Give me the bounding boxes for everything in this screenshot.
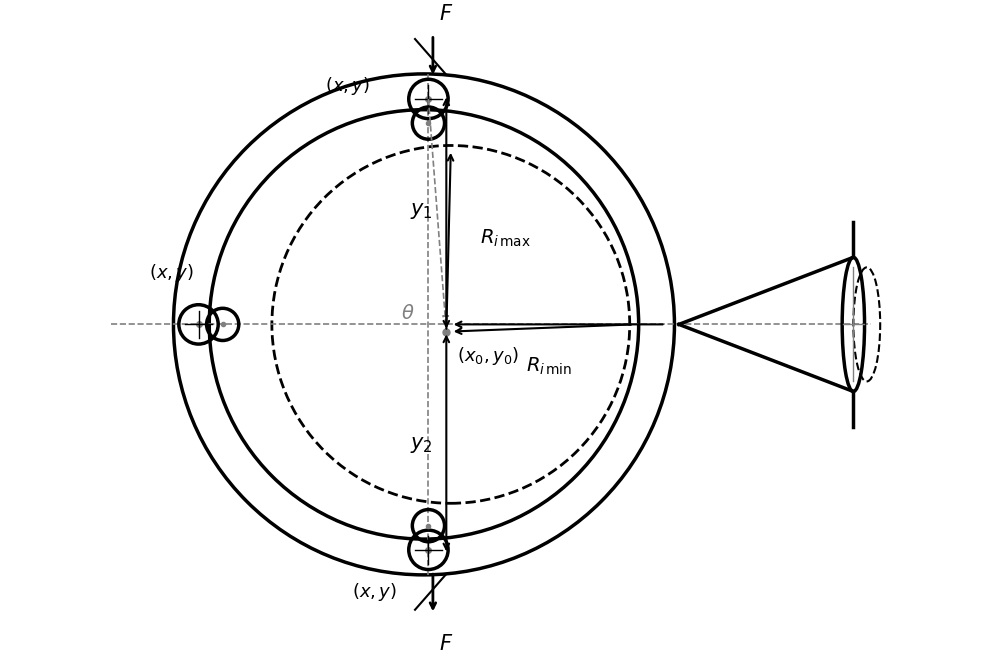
Text: $(x,y)$: $(x,y)$	[149, 262, 194, 284]
Text: $R_{i\,\mathrm{min}}$: $R_{i\,\mathrm{min}}$	[526, 356, 572, 377]
Text: $y_2$: $y_2$	[410, 435, 433, 455]
Text: $R_{i\,\mathrm{max}}$: $R_{i\,\mathrm{max}}$	[480, 228, 531, 249]
Text: $y_1$: $y_1$	[410, 201, 433, 221]
Text: $F$: $F$	[439, 634, 453, 654]
Text: $(x,y)$: $(x,y)$	[352, 581, 397, 603]
Text: $\theta$: $\theta$	[401, 304, 415, 323]
Text: $(x_0,y_0)$: $(x_0,y_0)$	[457, 345, 519, 367]
Text: $(x,y)$: $(x,y)$	[325, 75, 370, 96]
Text: $F$: $F$	[439, 4, 453, 24]
